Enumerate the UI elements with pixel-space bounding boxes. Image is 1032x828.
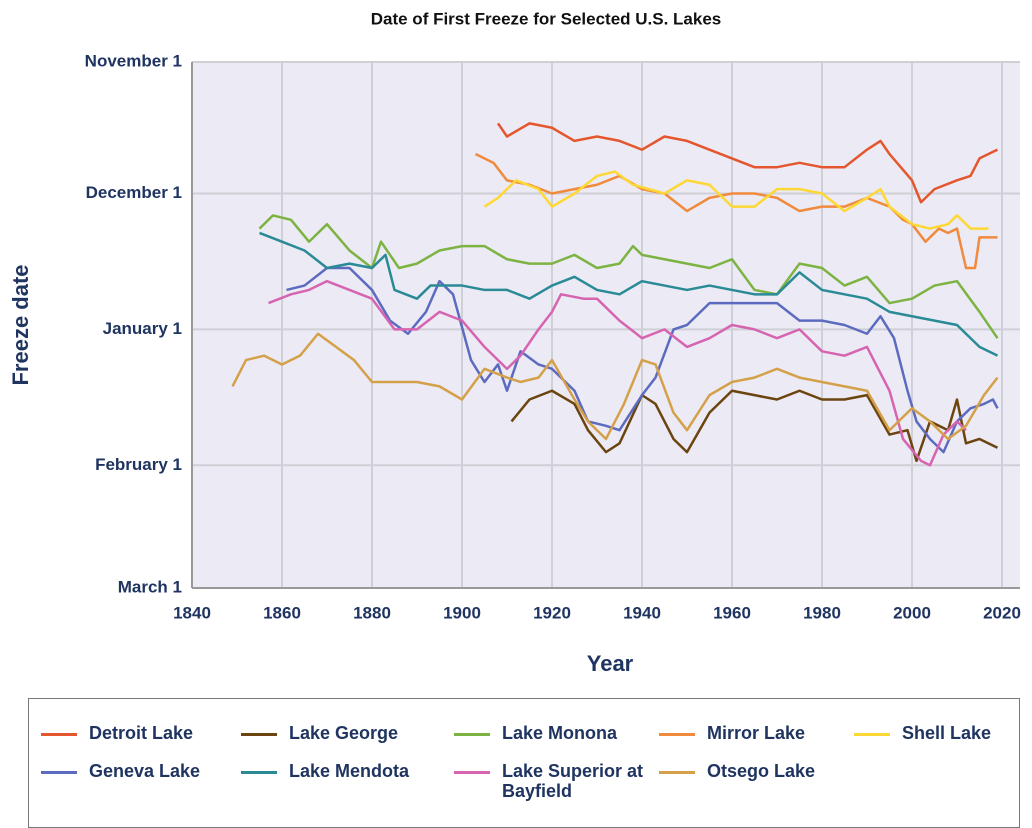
x-tick-label: 1920 bbox=[533, 603, 571, 622]
legend-item: Otsego Lake bbox=[659, 761, 857, 781]
y-tick-label: February 1 bbox=[95, 455, 182, 474]
legend-label: Lake Monona bbox=[502, 723, 618, 743]
series-line bbox=[483, 170, 989, 230]
legend-item: Geneva Lake bbox=[41, 761, 239, 781]
legend-swatch bbox=[854, 733, 890, 736]
x-tick-label: 1840 bbox=[173, 603, 211, 622]
chart: Date of First Freeze for Selected U.S. L… bbox=[8, 9, 1021, 676]
legend-swatch bbox=[241, 771, 277, 774]
x-tick-label: 1860 bbox=[263, 603, 301, 622]
series-line bbox=[510, 389, 999, 463]
legend-swatch bbox=[659, 733, 695, 736]
y-tick-label: November 1 bbox=[85, 51, 182, 70]
legend-label: Lake Superior at Bayfield bbox=[502, 761, 644, 801]
x-tick-label: 1940 bbox=[623, 603, 661, 622]
series-line bbox=[286, 266, 999, 454]
legend-swatch bbox=[659, 771, 695, 774]
legend: Detroit Lake Lake George Lake Monona Mirror… bbox=[28, 698, 1020, 828]
y-tick-label: December 1 bbox=[86, 183, 182, 202]
y-axis-label: Freeze date bbox=[8, 264, 33, 385]
series-line bbox=[231, 332, 999, 441]
legend-label: Lake Mendota bbox=[289, 761, 410, 781]
legend-item: Lake George bbox=[241, 723, 439, 743]
x-tick-label: 1960 bbox=[713, 603, 751, 622]
series-line bbox=[474, 152, 998, 270]
x-axis-label: Year bbox=[587, 651, 634, 676]
legend-item: Detroit Lake bbox=[41, 723, 239, 743]
legend-swatch bbox=[241, 733, 277, 736]
series-line bbox=[259, 231, 999, 357]
series-line bbox=[268, 279, 967, 467]
legend-label: Mirror Lake bbox=[707, 723, 806, 743]
x-tick-label: 2000 bbox=[893, 603, 931, 622]
y-tick-label: March 1 bbox=[118, 577, 182, 596]
legend-item: Mirror Lake bbox=[659, 723, 857, 743]
y-tick-label: January 1 bbox=[103, 319, 182, 338]
legend-swatch bbox=[454, 733, 490, 736]
series-line bbox=[496, 122, 999, 204]
x-tick-label: 2020 bbox=[983, 603, 1021, 622]
x-tick-label: 1900 bbox=[443, 603, 481, 622]
legend-label: Otsego Lake bbox=[707, 761, 816, 781]
legend-item: Lake Mendota bbox=[241, 761, 439, 781]
chart-title: Date of First Freeze for Selected U.S. L… bbox=[371, 9, 722, 28]
legend-label: Geneva Lake bbox=[89, 761, 201, 781]
legend-item: Lake Monona bbox=[454, 723, 652, 743]
legend-swatch bbox=[41, 733, 77, 736]
legend-label: Shell Lake bbox=[902, 723, 992, 743]
legend-swatch bbox=[454, 771, 490, 774]
legend-label: Detroit Lake bbox=[89, 723, 194, 743]
legend-item: Shell Lake bbox=[854, 723, 1032, 743]
x-tick-label: 1980 bbox=[803, 603, 841, 622]
plot-area bbox=[192, 62, 1020, 588]
legend-swatch bbox=[41, 771, 77, 774]
x-tick-label: 1880 bbox=[353, 603, 391, 622]
legend-item: Lake Superior at Bayfield bbox=[454, 761, 652, 801]
legend-label: Lake George bbox=[289, 723, 399, 743]
